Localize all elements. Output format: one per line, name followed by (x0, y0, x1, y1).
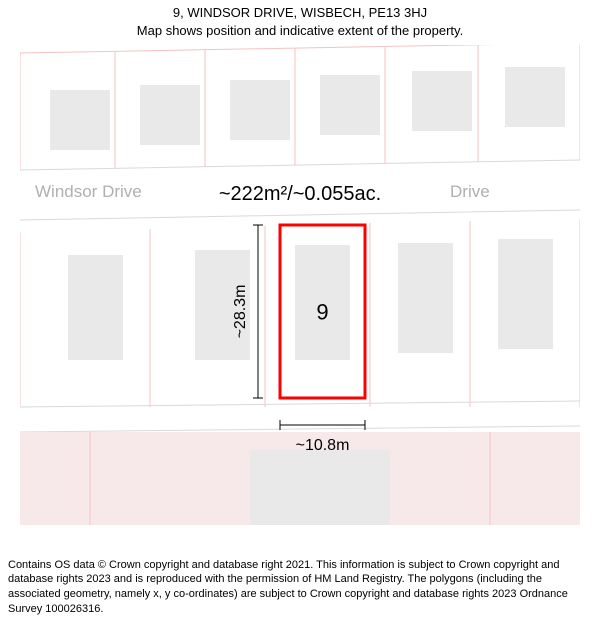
copyright-footer: Contains OS data © Crown copyright and d… (0, 558, 600, 621)
highlight-number: 9 (316, 300, 328, 325)
header-address: 9, WINDSOR DRIVE, WISBECH, PE13 3HJ (8, 4, 592, 22)
dim-width-label: ~10.8m (296, 437, 350, 454)
header-subtitle: Map shows position and indicative extent… (8, 22, 592, 40)
property-extent-map: 9 ~222m²/~0.055ac. Windsor Drive Drive ~28.3… (20, 45, 580, 525)
area-label: ~222m²/~0.055ac. (219, 183, 381, 205)
dim-height-label: ~28.3m (232, 285, 249, 339)
street-name-right: Drive (450, 182, 490, 201)
map-svg: 9 ~222m²/~0.055ac. Windsor Drive Drive ~28.3… (20, 45, 580, 525)
street-name-left: Windsor Drive (35, 182, 142, 201)
